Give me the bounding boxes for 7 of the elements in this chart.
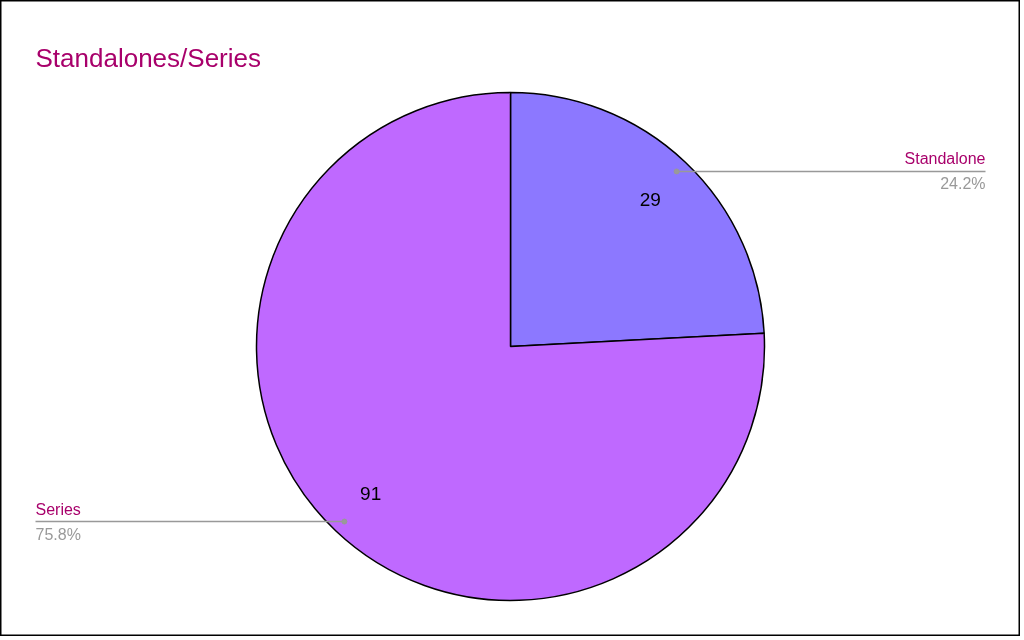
slice-label: Standalone — [904, 150, 986, 168]
chart-title: Standalones/Series — [35, 42, 261, 73]
data-label: 91 — [360, 483, 382, 505]
text: 24.2% — [940, 175, 986, 193]
data-label: 29 — [639, 188, 661, 210]
text: 75.8% — [35, 525, 81, 543]
slice-label: Series — [35, 500, 81, 518]
